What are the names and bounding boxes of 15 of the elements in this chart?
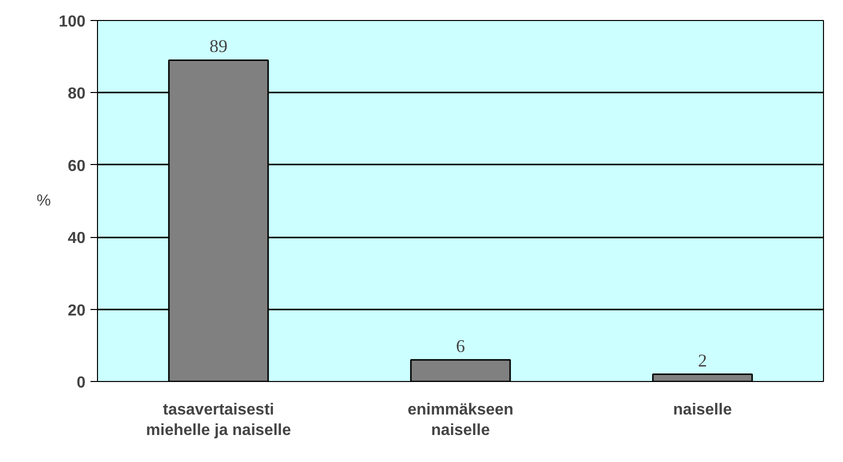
bar (652, 374, 753, 382)
y-tick-label: 20 (68, 302, 86, 320)
y-axis-title: % (36, 192, 51, 210)
y-tick-label: 80 (68, 86, 86, 103)
data-label: 89 (210, 36, 228, 56)
data-label: 2 (698, 350, 707, 370)
y-tick-label: 40 (68, 230, 86, 248)
x-tick-label: enimmäkseen naiselle (408, 402, 514, 439)
y-tick-label: 100 (58, 14, 86, 30)
bar (410, 359, 511, 382)
y-tick-label: 0 (76, 374, 86, 392)
x-tick-label: naiselle (673, 402, 732, 418)
data-label: 6 (456, 336, 465, 356)
x-tick-label: tasavertaisesti miehelle ja naiselle (146, 402, 292, 439)
y-tick-label: 60 (68, 158, 86, 175)
